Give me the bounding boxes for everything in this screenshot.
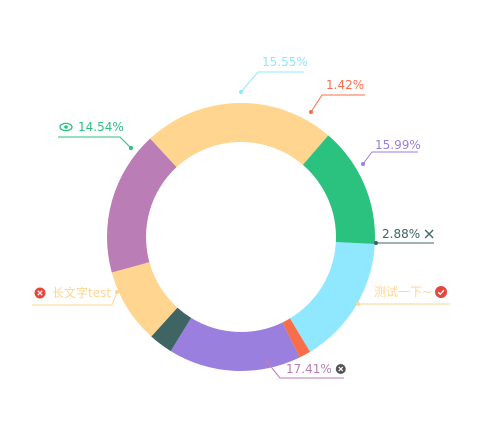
slice-label-group: 长文字test (32, 285, 119, 306)
leader-line (362, 151, 418, 165)
donut-slice[interactable] (302, 135, 375, 245)
slice-label: 17.41% (286, 362, 332, 376)
donut-slice[interactable] (111, 262, 178, 337)
leader-line (310, 94, 365, 113)
close-circle-icon[interactable] (335, 364, 346, 374)
close-icon[interactable] (424, 229, 434, 239)
slice-label-group: 14.54% (58, 120, 133, 150)
donut-slice[interactable] (289, 241, 375, 352)
slice-label: 15.55% (262, 55, 308, 69)
donut-slice[interactable] (106, 138, 177, 273)
slice-label: 14.54% (78, 120, 124, 134)
slice-label-group: 17.41% (265, 360, 344, 379)
close-circle-icon[interactable] (34, 287, 46, 299)
leader-line (32, 291, 118, 306)
slice-label-group: 测试一下~ (356, 284, 450, 306)
eye-icon[interactable] (59, 122, 73, 132)
slice-label: 1.42% (326, 78, 364, 92)
slice-label: 测试一下~ (374, 284, 432, 299)
leader-line (240, 71, 304, 93)
donut-slice[interactable] (170, 317, 300, 371)
slice-label: 长文字test (52, 285, 111, 300)
slice-label: 15.99% (375, 138, 421, 152)
slice-label-group: 15.55% (239, 55, 308, 94)
slice-label: 2.88% (382, 227, 420, 241)
donut-slice[interactable] (150, 103, 329, 168)
slice-label-group: 2.88% (374, 227, 434, 245)
donut-slice[interactable] (151, 307, 192, 352)
donut-slice[interactable] (282, 318, 311, 358)
slice-label-group: 15.99% (361, 138, 421, 166)
slice-label-group: 1.42% (309, 78, 365, 114)
check-icon[interactable] (435, 286, 448, 298)
leader-line (58, 136, 132, 149)
leader-line (266, 361, 344, 379)
